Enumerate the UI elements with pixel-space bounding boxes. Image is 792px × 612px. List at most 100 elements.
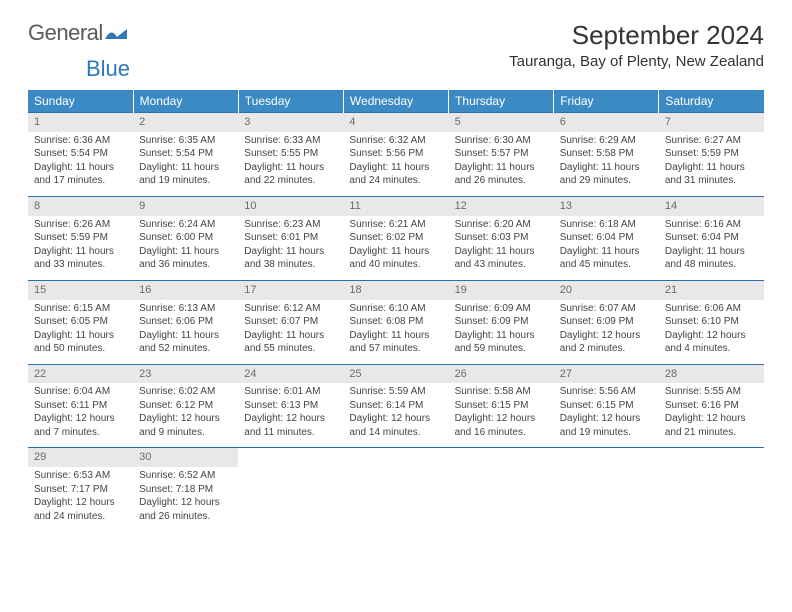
sunset-line: Sunset: 6:16 PM bbox=[665, 399, 758, 413]
sunrise-line: Sunrise: 6:10 AM bbox=[349, 302, 442, 316]
daylight-line: Daylight: 11 hours and 43 minutes. bbox=[455, 245, 548, 272]
day-body: Sunrise: 6:01 AMSunset: 6:13 PMDaylight:… bbox=[238, 383, 343, 447]
sunset-line: Sunset: 5:54 PM bbox=[139, 147, 232, 161]
day-body: Sunrise: 6:10 AMSunset: 6:08 PMDaylight:… bbox=[343, 300, 448, 364]
sunrise-line: Sunrise: 6:32 AM bbox=[349, 134, 442, 148]
calendar-body: 1Sunrise: 6:36 AMSunset: 5:54 PMDaylight… bbox=[28, 113, 764, 532]
day-number: 16 bbox=[133, 281, 238, 300]
sunrise-line: Sunrise: 6:06 AM bbox=[665, 302, 758, 316]
calendar-day-cell: 29Sunrise: 6:53 AMSunset: 7:17 PMDayligh… bbox=[28, 448, 133, 531]
sunset-line: Sunset: 7:18 PM bbox=[139, 483, 232, 497]
daylight-line: Daylight: 12 hours and 14 minutes. bbox=[349, 412, 442, 439]
daylight-line: Daylight: 11 hours and 50 minutes. bbox=[34, 329, 127, 356]
sunset-line: Sunset: 5:59 PM bbox=[665, 147, 758, 161]
sunset-line: Sunset: 6:10 PM bbox=[665, 315, 758, 329]
day-body: Sunrise: 5:56 AMSunset: 6:15 PMDaylight:… bbox=[554, 383, 659, 447]
daylight-line: Daylight: 11 hours and 29 minutes. bbox=[560, 161, 653, 188]
day-body: Sunrise: 6:32 AMSunset: 5:56 PMDaylight:… bbox=[343, 132, 448, 196]
sunset-line: Sunset: 7:17 PM bbox=[34, 483, 127, 497]
sunrise-line: Sunrise: 5:58 AM bbox=[455, 385, 548, 399]
col-tuesday: Tuesday bbox=[238, 90, 343, 113]
calendar-day-cell: 26Sunrise: 5:58 AMSunset: 6:15 PMDayligh… bbox=[449, 364, 554, 448]
col-saturday: Saturday bbox=[659, 90, 764, 113]
calendar-table: Sunday Monday Tuesday Wednesday Thursday… bbox=[28, 90, 764, 531]
sunrise-line: Sunrise: 6:18 AM bbox=[560, 218, 653, 232]
col-sunday: Sunday bbox=[28, 90, 133, 113]
calendar-day-cell: 24Sunrise: 6:01 AMSunset: 6:13 PMDayligh… bbox=[238, 364, 343, 448]
calendar-day-cell: 20 Sunrise: 6:07 AMSunset: 6:09 PMDayligh… bbox=[554, 280, 659, 364]
calendar-day-cell: 12Sunrise: 6:20 AMSunset: 6:03 PMDayligh… bbox=[449, 196, 554, 280]
sunrise-line: Sunrise: 6:53 AM bbox=[34, 469, 127, 483]
day-body: Sunrise: 6:24 AMSunset: 6:00 PMDaylight:… bbox=[133, 216, 238, 280]
sunrise-line: Sunrise: 5:56 AM bbox=[560, 385, 653, 399]
location-subtitle: Tauranga, Bay of Plenty, New Zealand bbox=[509, 53, 764, 70]
sunset-line: Sunset: 5:55 PM bbox=[244, 147, 337, 161]
day-body: Sunrise: 6:04 AMSunset: 6:11 PMDaylight:… bbox=[28, 383, 133, 447]
sunrise-line: Sunrise: 6:09 AM bbox=[455, 302, 548, 316]
daylight-line: Daylight: 12 hours and 9 minutes. bbox=[139, 412, 232, 439]
sunrise-line: Sunrise: 6:33 AM bbox=[244, 134, 337, 148]
calendar-week-row: 29Sunrise: 6:53 AMSunset: 7:17 PMDayligh… bbox=[28, 448, 764, 531]
calendar-day-cell: 27Sunrise: 5:56 AMSunset: 6:15 PMDayligh… bbox=[554, 364, 659, 448]
day-body: Sunrise: 6:12 AMSunset: 6:07 PMDaylight:… bbox=[238, 300, 343, 364]
sunset-line: Sunset: 6:07 PM bbox=[244, 315, 337, 329]
day-body: Sunrise: 6:27 AMSunset: 5:59 PMDaylight:… bbox=[659, 132, 764, 196]
daylight-line: Daylight: 11 hours and 55 minutes. bbox=[244, 329, 337, 356]
sunrise-line: Sunrise: 6:07 AM bbox=[560, 302, 653, 316]
sunset-line: Sunset: 6:15 PM bbox=[455, 399, 548, 413]
sunrise-line: Sunrise: 6:16 AM bbox=[665, 218, 758, 232]
day-number: 18 bbox=[343, 281, 448, 300]
sunset-line: Sunset: 6:01 PM bbox=[244, 231, 337, 245]
col-monday: Monday bbox=[133, 90, 238, 113]
daylight-line: Daylight: 11 hours and 17 minutes. bbox=[34, 161, 127, 188]
day-number: 13 bbox=[554, 197, 659, 216]
sunset-line: Sunset: 6:09 PM bbox=[560, 315, 653, 329]
daylight-line: Daylight: 11 hours and 31 minutes. bbox=[665, 161, 758, 188]
sunset-line: Sunset: 5:57 PM bbox=[455, 147, 548, 161]
day-body: Sunrise: 6:18 AMSunset: 6:04 PMDaylight:… bbox=[554, 216, 659, 280]
day-body: Sunrise: 6:20 AMSunset: 6:03 PMDaylight:… bbox=[449, 216, 554, 280]
day-number: 3 bbox=[238, 113, 343, 132]
daylight-line: Daylight: 12 hours and 2 minutes. bbox=[560, 329, 653, 356]
calendar-week-row: 15Sunrise: 6:15 AMSunset: 6:05 PMDayligh… bbox=[28, 280, 764, 364]
calendar-day-cell: 18Sunrise: 6:10 AMSunset: 6:08 PMDayligh… bbox=[343, 280, 448, 364]
day-body: Sunrise: 6:09 AMSunset: 6:09 PMDaylight:… bbox=[449, 300, 554, 364]
sunrise-line: Sunrise: 6:35 AM bbox=[139, 134, 232, 148]
day-number: 4 bbox=[343, 113, 448, 132]
calendar-day-cell: 1Sunrise: 6:36 AMSunset: 5:54 PMDaylight… bbox=[28, 113, 133, 197]
day-number: 7 bbox=[659, 113, 764, 132]
day-number: 30 bbox=[133, 448, 238, 467]
day-body: Sunrise: 6:15 AMSunset: 6:05 PMDaylight:… bbox=[28, 300, 133, 364]
calendar-day-cell: 14Sunrise: 6:16 AMSunset: 6:04 PMDayligh… bbox=[659, 196, 764, 280]
sunset-line: Sunset: 6:14 PM bbox=[349, 399, 442, 413]
sunrise-line: Sunrise: 6:12 AM bbox=[244, 302, 337, 316]
calendar-week-row: 1Sunrise: 6:36 AMSunset: 5:54 PMDaylight… bbox=[28, 113, 764, 197]
day-number: 1 bbox=[28, 113, 133, 132]
daylight-line: Daylight: 11 hours and 24 minutes. bbox=[349, 161, 442, 188]
day-number: 26 bbox=[449, 365, 554, 384]
day-body: Sunrise: 6:30 AMSunset: 5:57 PMDaylight:… bbox=[449, 132, 554, 196]
calendar-day-cell: 8Sunrise: 6:26 AMSunset: 5:59 PMDaylight… bbox=[28, 196, 133, 280]
daylight-line: Daylight: 11 hours and 26 minutes. bbox=[455, 161, 548, 188]
daylight-line: Daylight: 12 hours and 11 minutes. bbox=[244, 412, 337, 439]
day-body: Sunrise: 6:52 AMSunset: 7:18 PMDaylight:… bbox=[133, 467, 238, 531]
day-number: 14 bbox=[659, 197, 764, 216]
daylight-line: Daylight: 11 hours and 19 minutes. bbox=[139, 161, 232, 188]
daylight-line: Daylight: 12 hours and 4 minutes. bbox=[665, 329, 758, 356]
brand-wave-icon bbox=[105, 27, 127, 41]
calendar-day-cell: .... bbox=[343, 448, 448, 531]
day-number: 6 bbox=[554, 113, 659, 132]
sunset-line: Sunset: 6:04 PM bbox=[665, 231, 758, 245]
day-number: 24 bbox=[238, 365, 343, 384]
daylight-line: Daylight: 11 hours and 52 minutes. bbox=[139, 329, 232, 356]
day-number: 20 bbox=[554, 281, 659, 300]
calendar-day-cell: 6Sunrise: 6:29 AMSunset: 5:58 PMDaylight… bbox=[554, 113, 659, 197]
day-number: 8 bbox=[28, 197, 133, 216]
calendar-day-cell: 17Sunrise: 6:12 AMSunset: 6:07 PMDayligh… bbox=[238, 280, 343, 364]
day-number: 19 bbox=[449, 281, 554, 300]
calendar-day-cell: 19Sunrise: 6:09 AMSunset: 6:09 PMDayligh… bbox=[449, 280, 554, 364]
day-number: 11 bbox=[343, 197, 448, 216]
sunrise-line: Sunrise: 6:26 AM bbox=[34, 218, 127, 232]
sunset-line: Sunset: 5:58 PM bbox=[560, 147, 653, 161]
calendar-week-row: 8Sunrise: 6:26 AMSunset: 5:59 PMDaylight… bbox=[28, 196, 764, 280]
